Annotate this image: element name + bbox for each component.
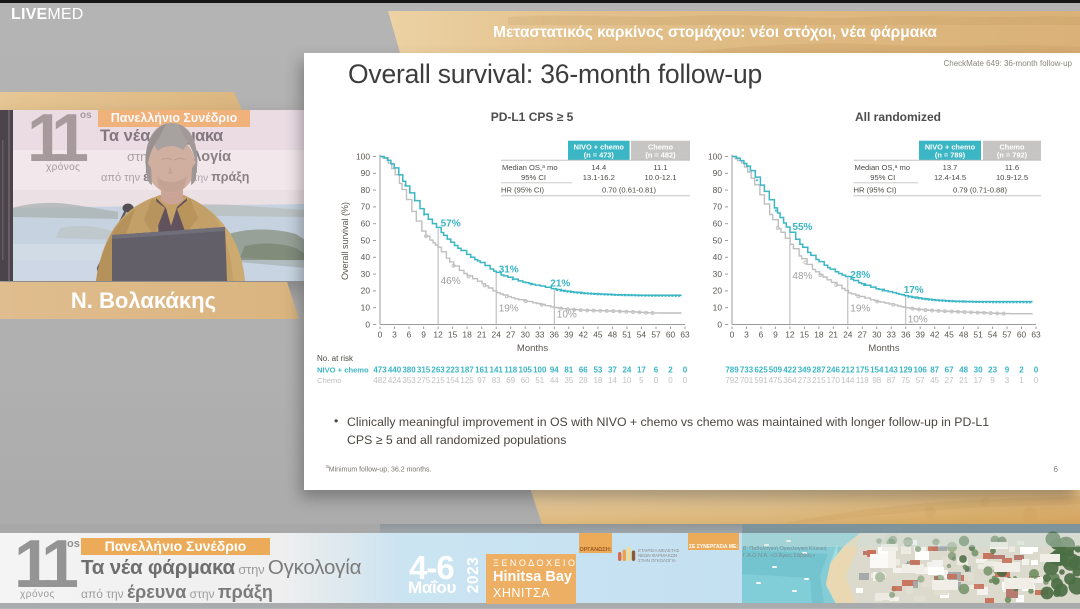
svg-text:55%: 55% [792,222,812,233]
svg-text:Months: Months [517,343,548,354]
svg-text:19%: 19% [499,304,519,315]
svg-text:473440380315263223187161141118: 4734403803152632231871611411181051009481… [373,366,687,375]
svg-text:31%: 31% [499,264,519,275]
svg-text:57%: 57% [441,219,461,230]
svg-text:No. at risk: No. at risk [317,354,354,363]
svg-text:789733625509422349287246212175: 7897336255094223492872462121751541431291… [725,366,1038,375]
svg-text:Overall survival (%): Overall survival (%) [340,202,350,280]
svg-text:Months: Months [868,343,899,354]
svg-text:0102030405060708090100: 0102030405060708090100 [356,151,370,329]
svg-text:13.711.612.4-14.510.9-12.50.79: 13.711.612.4-14.510.9-12.50.79 (0.71-0.8… [934,163,1028,195]
svg-text:10%: 10% [908,315,928,326]
svg-text:46%: 46% [441,276,461,287]
svg-text:48%: 48% [792,271,812,282]
svg-text:14.411.113.1-16.210.0-12.10.70: 14.411.113.1-16.210.0-12.10.70 (0.61-0.8… [583,163,677,195]
svg-text:Chemo: Chemo [317,376,341,385]
svg-text:0102030405060708090100: 0102030405060708090100 [708,151,722,329]
svg-text:21%: 21% [550,279,570,290]
svg-text:28%: 28% [850,270,870,281]
svg-text:792701591475364273215170144118: 7927015914753642732151701441189887755745… [725,376,1038,385]
svg-text:17%: 17% [904,285,924,296]
svg-text:19%: 19% [850,304,870,315]
svg-text:10%: 10% [557,310,577,321]
svg-text:NIVO + chemo: NIVO + chemo [317,366,369,375]
